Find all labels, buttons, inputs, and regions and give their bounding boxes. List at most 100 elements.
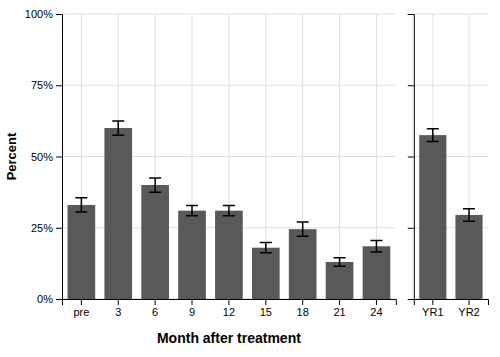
x-tick: YR1	[422, 299, 443, 318]
y-tick-mark	[408, 157, 414, 158]
y-tick-mark	[56, 14, 62, 15]
x-tick: 15	[260, 299, 272, 318]
error-bar	[75, 198, 87, 212]
bar	[455, 215, 482, 299]
x-axis-title: Month after treatment	[157, 330, 301, 346]
error-bar-cap	[427, 128, 439, 130]
bar	[141, 185, 169, 299]
x-tick: 6	[152, 299, 158, 318]
x-tick-mark	[339, 299, 340, 305]
error-bar	[334, 258, 346, 267]
error-bar-stem	[118, 121, 120, 135]
x-tick-mark	[302, 299, 303, 305]
x-tick: 24	[370, 299, 382, 318]
error-bar	[112, 121, 124, 135]
bar	[104, 128, 132, 299]
error-bar-cap	[223, 205, 235, 207]
chart: 0%25%50%75%100%pre3691215182124PercentMo…	[0, 0, 500, 357]
x-tick-mark	[432, 299, 433, 305]
y-tick-mark	[56, 228, 62, 229]
x-tick: 18	[297, 299, 309, 318]
x-tick-mark	[265, 299, 266, 305]
x-tick-mark	[228, 299, 229, 305]
error-bar	[463, 209, 475, 222]
panel: 0%25%50%75%100%pre3691215182124	[25, 8, 396, 318]
y-tick	[408, 14, 414, 15]
error-bar-cap	[75, 211, 87, 213]
error-bar-cap	[463, 220, 475, 222]
x-tick-mark	[469, 299, 470, 305]
x-tick-label: 3	[115, 306, 121, 318]
x-tick-label: YR2	[458, 306, 479, 318]
x-tick: 21	[333, 299, 345, 318]
x-tick-label: 6	[152, 306, 158, 318]
y-axis-title: Percent	[4, 132, 19, 180]
y-tick	[408, 228, 414, 229]
bar	[363, 246, 391, 299]
x-tick-label: pre	[73, 306, 89, 318]
y-tick-mark	[56, 85, 62, 86]
error-bar-cap	[260, 252, 272, 254]
error-bar	[297, 222, 309, 236]
y-tick-mark	[408, 299, 414, 300]
axis-domain	[56, 15, 63, 300]
error-bar-cap	[297, 236, 309, 238]
axis-domain	[414, 300, 488, 306]
y-tick-label: 0%	[37, 293, 53, 305]
bar	[252, 248, 280, 299]
x-tick: 12	[223, 299, 235, 318]
bar	[178, 211, 206, 299]
error-bar-stem	[376, 241, 378, 252]
bar	[419, 135, 446, 299]
grid-line-y	[414, 14, 488, 15]
marks	[68, 121, 391, 299]
bar	[68, 205, 96, 299]
bar	[289, 229, 317, 299]
error-bar-stem	[302, 222, 304, 236]
error-bar-cap	[297, 221, 309, 223]
x-tick-mark	[376, 299, 377, 305]
y-tick-label: 100%	[25, 8, 53, 20]
error-bar-stem	[265, 243, 267, 253]
y-tick: 100%	[25, 8, 62, 20]
error-bar-cap	[260, 242, 272, 244]
error-bar	[370, 241, 382, 252]
error-bar-cap	[149, 177, 161, 179]
x-tick-label: 18	[297, 306, 309, 318]
x-tick-label: 24	[370, 306, 382, 318]
error-bar	[149, 178, 161, 192]
x-tick-mark	[192, 299, 193, 305]
error-bar	[260, 243, 272, 253]
x-tick-label: 21	[333, 306, 345, 318]
x-tick-mark	[118, 299, 119, 305]
x-tick-label: 12	[223, 306, 235, 318]
error-bar-cap	[75, 197, 87, 199]
y-tick-mark	[408, 14, 414, 15]
error-bar-cap	[112, 120, 124, 122]
y-tick	[408, 157, 414, 158]
grid	[414, 14, 488, 299]
y-tick-mark	[56, 299, 62, 300]
error-bar	[427, 129, 439, 142]
error-bar-cap	[186, 215, 198, 217]
grid-line-y	[414, 85, 488, 86]
axis-domain	[408, 15, 415, 300]
error-bar-cap	[149, 191, 161, 193]
error-bar-stem	[339, 258, 341, 267]
bar	[215, 211, 243, 299]
error-bar	[186, 206, 198, 216]
y-tick: 0%	[37, 293, 62, 305]
x-tick: 3	[115, 299, 121, 318]
error-bar-cap	[334, 257, 346, 259]
error-bar-cap	[370, 251, 382, 253]
y-tick-mark	[56, 157, 62, 158]
y-tick: 25%	[31, 222, 62, 234]
x-tick-mark	[81, 299, 82, 305]
marks	[419, 129, 482, 299]
y-axis: 0%25%50%75%100%	[25, 8, 63, 305]
error-bar-stem	[468, 209, 470, 222]
y-tick-label: 25%	[31, 222, 53, 234]
x-tick: YR2	[458, 299, 479, 318]
x-axis: pre3691215182124	[63, 299, 397, 318]
x-tick-label: 15	[260, 306, 272, 318]
